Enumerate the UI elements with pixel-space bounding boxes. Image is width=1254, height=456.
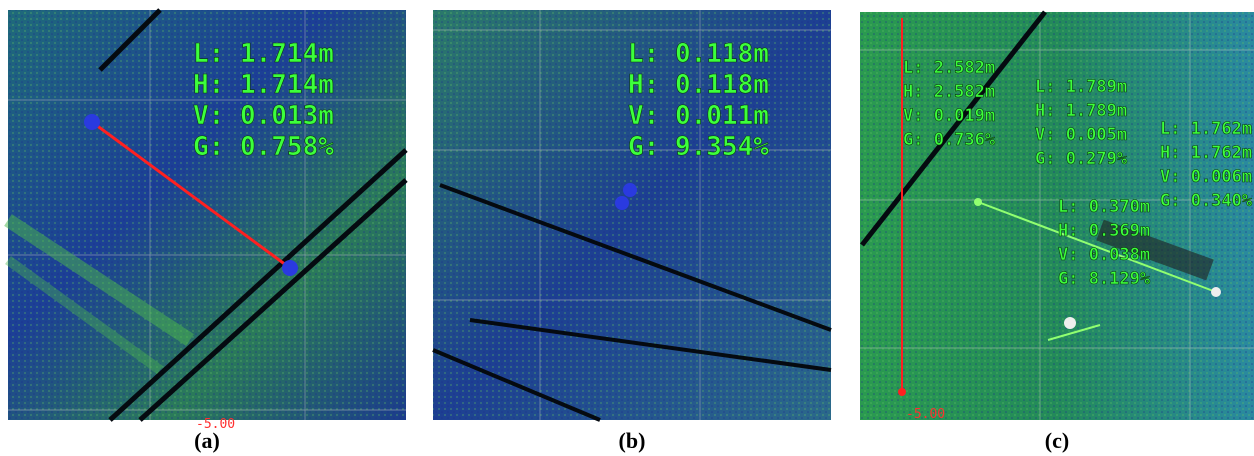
measurement: G: 9.354%	[628, 132, 769, 162]
measurement: L: 2.582m	[903, 58, 995, 78]
measurement: H: 0.369m	[1058, 221, 1150, 241]
figure: (a)-5.00L: 1.714mH: 1.714mV: 0.013mG: 0.…	[0, 0, 1254, 456]
measurement: H: 1.762m	[1160, 143, 1252, 163]
measurement: V: 0.005m	[1035, 125, 1127, 145]
caption: (c)	[1045, 428, 1069, 453]
measurement: L: 1.762m	[1160, 119, 1252, 139]
measurement: L: 1.789m	[1035, 77, 1127, 97]
measurement: V: 0.006m	[1160, 167, 1252, 187]
measurement: H: 1.789m	[1035, 101, 1127, 121]
measurement: L: 0.370m	[1058, 197, 1150, 217]
measurement: G: 0.340%	[1160, 191, 1253, 211]
measurement: H: 2.582m	[903, 82, 995, 102]
measurement: G: 8.129%	[1058, 269, 1151, 289]
caption: (b)	[619, 428, 646, 453]
measurement: V: 0.013m	[193, 101, 334, 131]
measurement: V: 0.011m	[628, 101, 769, 131]
scale-label: -5.00	[196, 417, 235, 432]
measurement: V: 0.038m	[1058, 245, 1150, 265]
measurement: V: 0.019m	[903, 106, 995, 126]
measurement: H: 0.118m	[628, 70, 769, 100]
measurement: G: 0.758%	[193, 132, 334, 162]
measurement: G: 0.279%	[1035, 149, 1128, 169]
measurement: L: 0.118m	[628, 39, 769, 69]
measurement: L: 1.714m	[193, 39, 334, 69]
scale-label: -5.00	[906, 407, 945, 422]
measurement: H: 1.714m	[193, 70, 334, 100]
measurement: G: 0.736%	[903, 130, 996, 150]
